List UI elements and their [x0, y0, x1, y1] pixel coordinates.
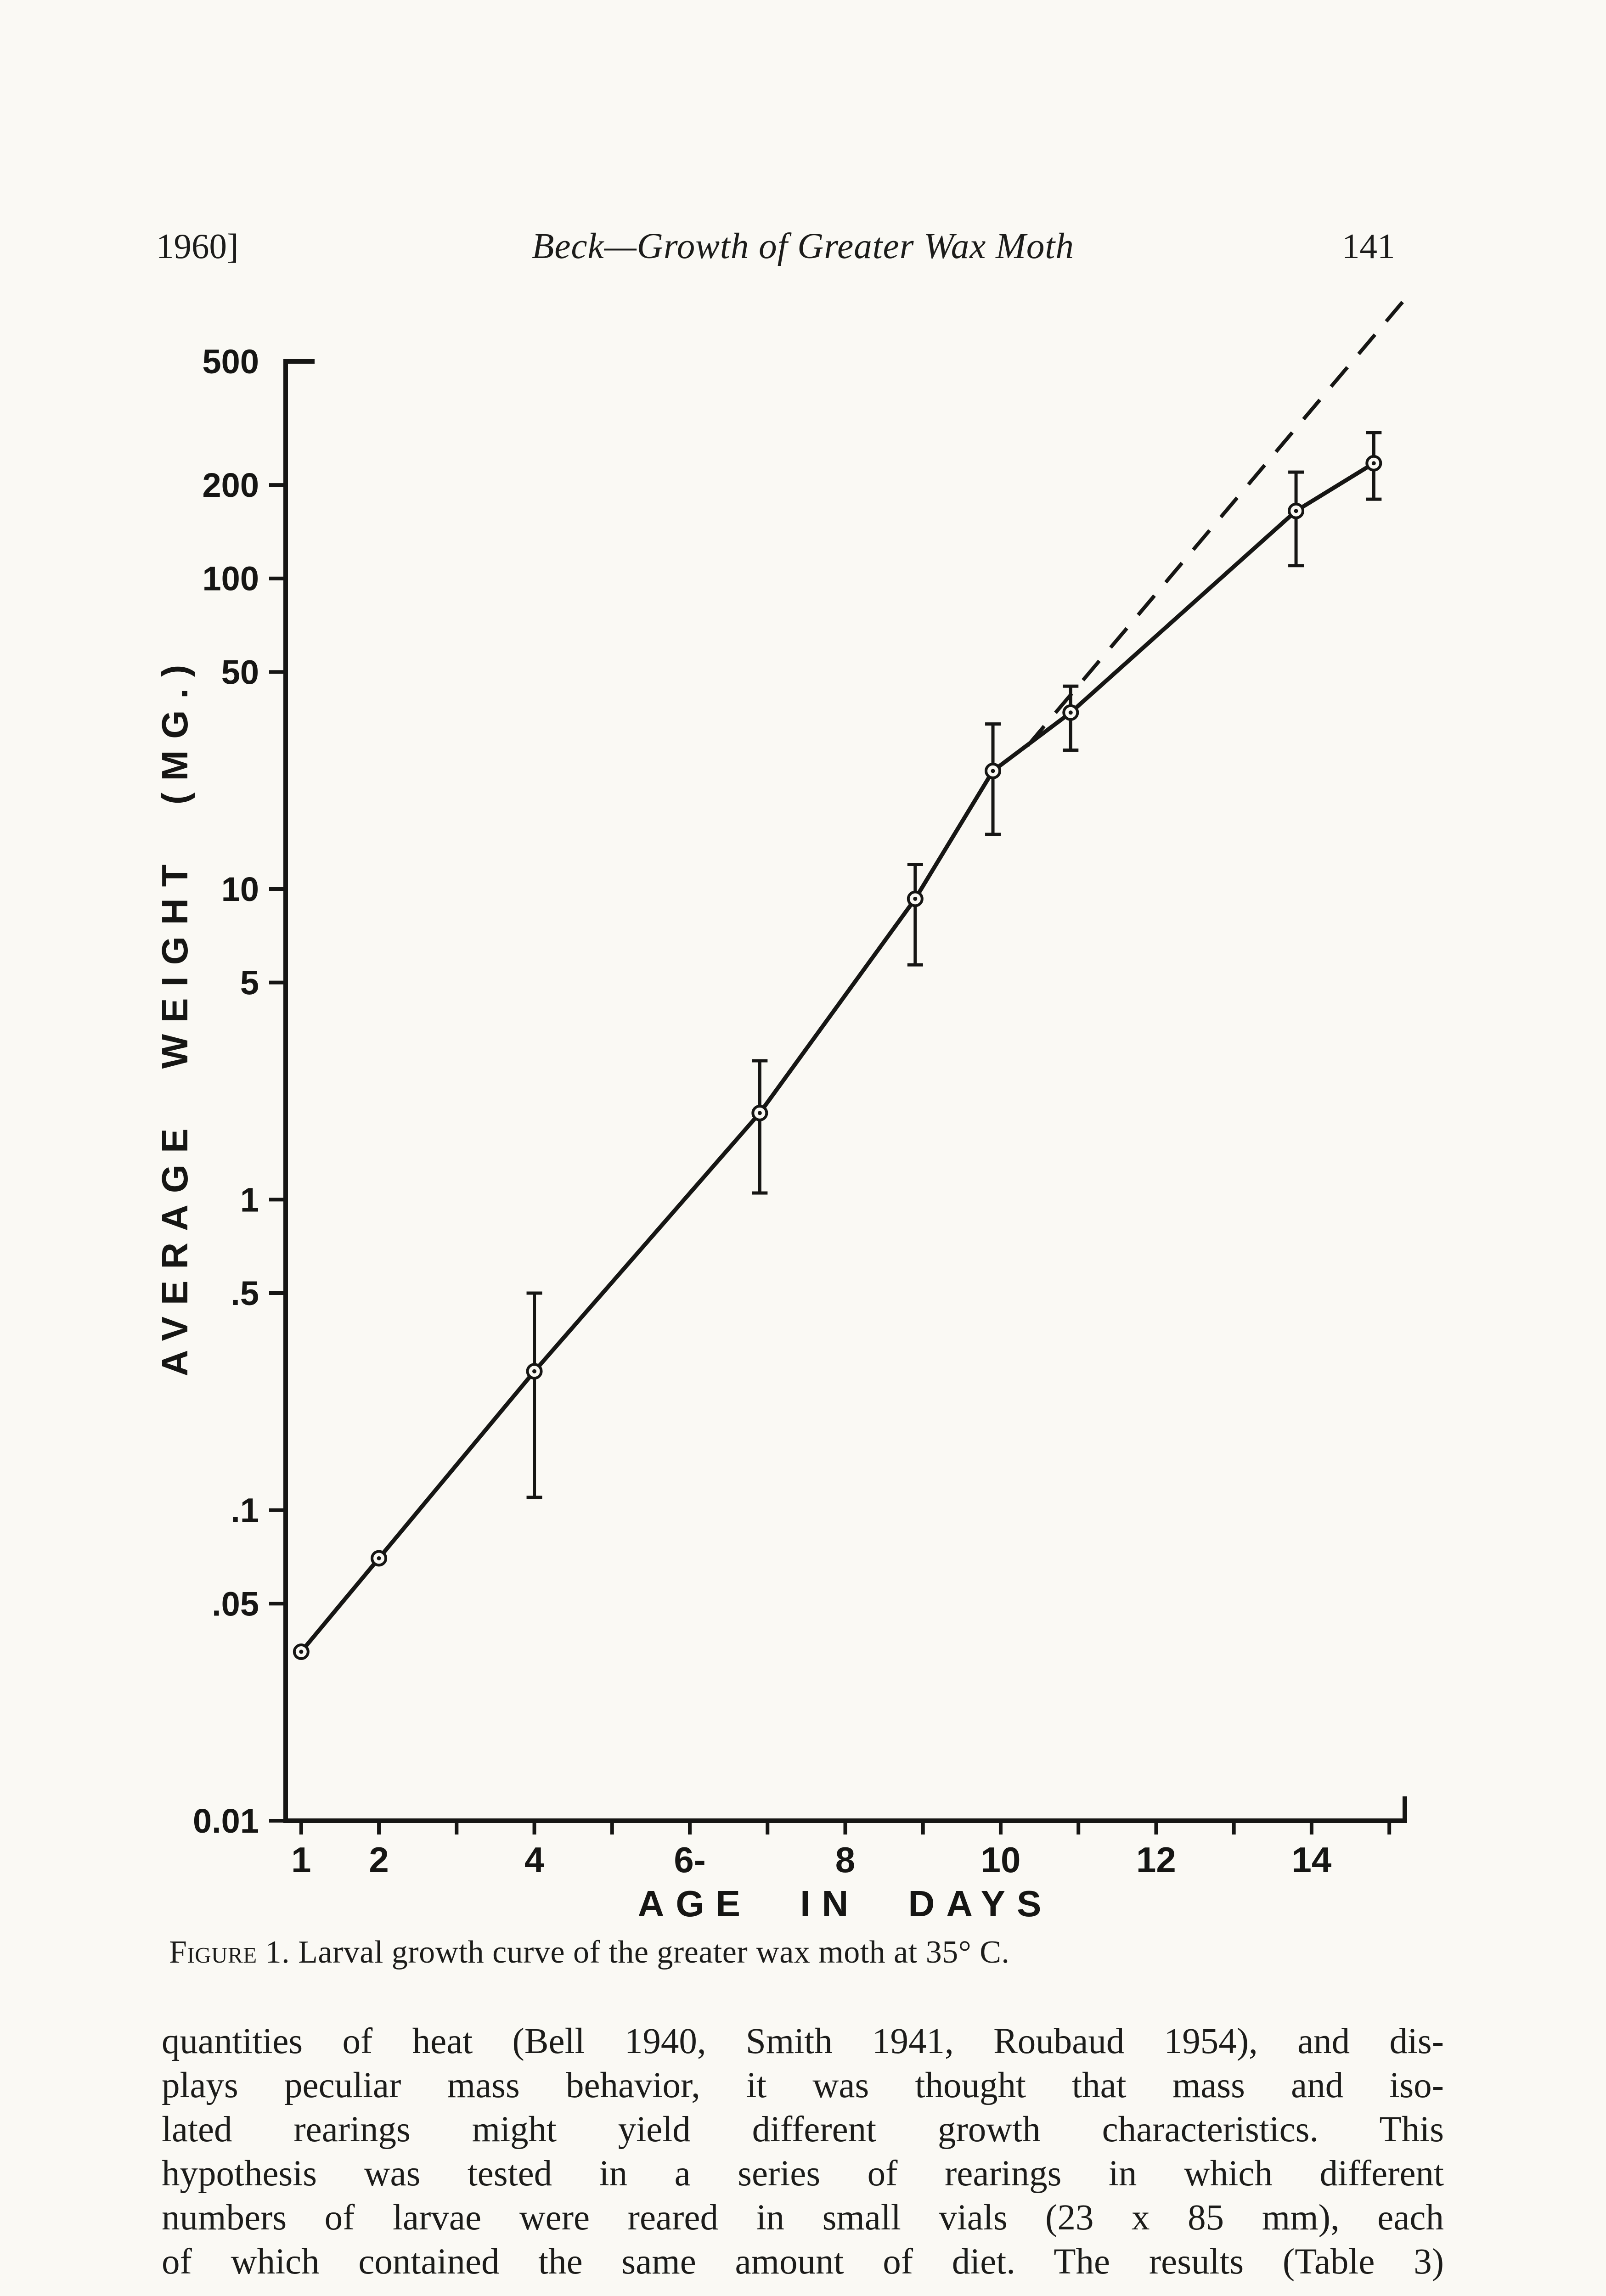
y-tick-label: 100	[203, 560, 259, 598]
header-year: 1960]	[156, 226, 239, 266]
figure-caption-label: Figure 1.	[169, 1935, 290, 1970]
body-line: plays peculiar mass behavior, it was tho…	[162, 2065, 1444, 2105]
body-line: quantities of heat (Bell 1940, Smith 194…	[162, 2021, 1444, 2061]
data-point-center	[913, 896, 918, 901]
x-tick-label: 14	[1292, 1840, 1332, 1880]
data-point-center	[1068, 710, 1073, 715]
data-point-center	[991, 769, 995, 773]
y-tick-label: 0.01	[193, 1802, 259, 1840]
y-tick-label: 200	[203, 466, 259, 504]
y-tick-label: 10	[221, 870, 259, 908]
x-tick-label: 4	[524, 1840, 544, 1880]
page-header: 1960] Beck—Growth of Greater Wax Moth 14…	[0, 226, 1606, 281]
x-axis-title: AGE IN DAYS	[638, 1883, 1053, 1924]
x-tick-label: 8	[835, 1840, 855, 1880]
y-tick-label: 5	[240, 964, 259, 1002]
body-paragraph: quantities of heat (Bell 1940, Smith 194…	[162, 2020, 1444, 2284]
x-tick-label: 1	[291, 1840, 311, 1880]
data-point-center	[757, 1111, 762, 1115]
series-observed-mean-weight	[293, 431, 1382, 1660]
y-axis-title: AVERAGE WEIGHT (MG.)	[154, 653, 195, 1376]
y-tick-label: 50	[221, 653, 259, 691]
data-point-center	[299, 1649, 304, 1654]
figure-caption-text: Larval growth curve of the greater wax m…	[290, 1935, 1010, 1970]
y-tick-label: .1	[231, 1491, 259, 1530]
header-running-title: Beck—Growth of Greater Wax Moth	[532, 226, 1074, 266]
body-line: lated rearings might yield different gro…	[162, 2110, 1444, 2150]
data-point-center	[1371, 461, 1376, 466]
data-point-center	[532, 1369, 537, 1373]
data-point-center	[1294, 509, 1298, 513]
y-tick-label: .5	[231, 1274, 259, 1312]
y-tick-label: 500	[203, 343, 259, 381]
data-point-center	[377, 1556, 381, 1560]
axis-titles: AGE IN DAYS AVERAGE WEIGHT (MG.)	[154, 653, 1053, 1924]
x-tick-label: 10	[981, 1840, 1021, 1880]
chart-axes	[283, 359, 1407, 1823]
y-tick-label: .05	[212, 1585, 259, 1623]
figure-caption: Figure 1. Larval growth curve of the gre…	[169, 1934, 1455, 1971]
y-tick-label: 1	[240, 1181, 259, 1219]
body-line: numbers of larvae were reared in small v…	[162, 2198, 1444, 2238]
series-extrapolated-exponential	[1026, 293, 1410, 747]
x-tick-label: 6-	[674, 1840, 705, 1880]
header-page-number: 141	[1342, 226, 1395, 266]
x-tick-label: 12	[1136, 1840, 1176, 1880]
x-tick-label: 2	[369, 1840, 389, 1880]
body-line: hypothesis was tested in a series of rea…	[162, 2154, 1444, 2194]
y-axis-ticks: 500 200 100 50 10 5 1 .5 .1 .05 0.01	[193, 343, 287, 1840]
body-line: of which contained the same amount of di…	[162, 2242, 1444, 2282]
x-axis-ticks: 1 2 4 6- 8 10 12 14	[291, 1821, 1392, 1880]
